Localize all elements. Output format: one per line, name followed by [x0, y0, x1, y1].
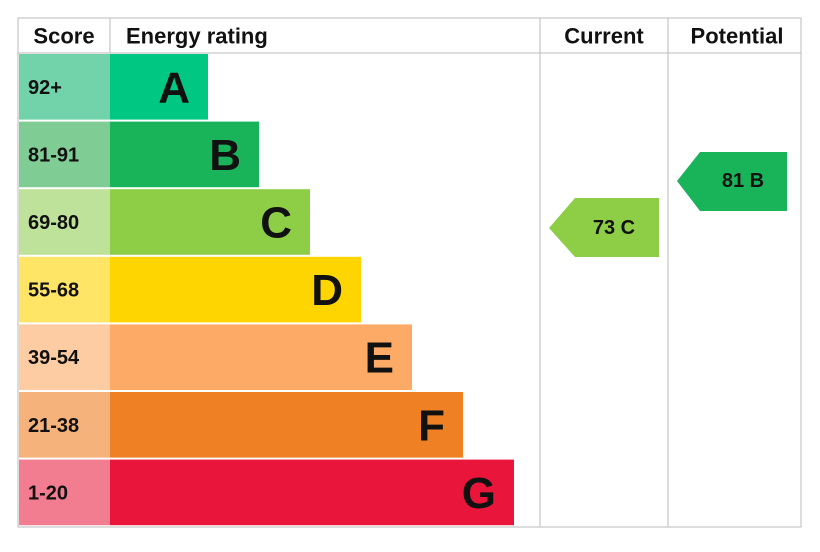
score-cell — [19, 324, 110, 390]
header-rating: Energy rating — [126, 24, 268, 49]
score-cell — [19, 121, 110, 188]
rating-bar — [110, 256, 361, 323]
rating-bar — [110, 459, 514, 526]
header-potential: Potential — [691, 24, 784, 49]
score-cell — [19, 189, 110, 255]
potential-label: 81 B — [722, 170, 764, 192]
score-label: 1-20 — [28, 482, 68, 504]
band-letter: D — [311, 266, 343, 315]
score-cell — [19, 459, 110, 526]
score-cell — [19, 256, 110, 323]
score-cell — [19, 54, 110, 120]
band-letter: B — [209, 131, 241, 180]
score-label: 39-54 — [28, 347, 80, 369]
potential-arrow — [677, 152, 787, 211]
rating-bar — [110, 121, 259, 188]
band-letter: C — [260, 199, 292, 248]
current-label: 73 C — [593, 217, 635, 239]
band-letter: F — [418, 401, 445, 450]
band-letter: A — [158, 63, 190, 112]
score-label: 55-68 — [28, 280, 79, 302]
header-current: Current — [564, 24, 644, 49]
band-letter: E — [365, 334, 394, 383]
band-letter: G — [462, 469, 496, 518]
score-label: 92+ — [28, 77, 62, 99]
rating-bar — [110, 54, 208, 120]
rating-bar — [110, 324, 412, 390]
current-arrow — [549, 198, 659, 257]
header-score: Score — [33, 24, 94, 49]
score-label: 69-80 — [28, 212, 79, 234]
rating-bar — [110, 189, 310, 255]
score-label: 81-91 — [28, 144, 79, 166]
rating-bar — [110, 392, 463, 458]
score-label: 21-38 — [28, 415, 79, 437]
score-cell — [19, 392, 110, 458]
